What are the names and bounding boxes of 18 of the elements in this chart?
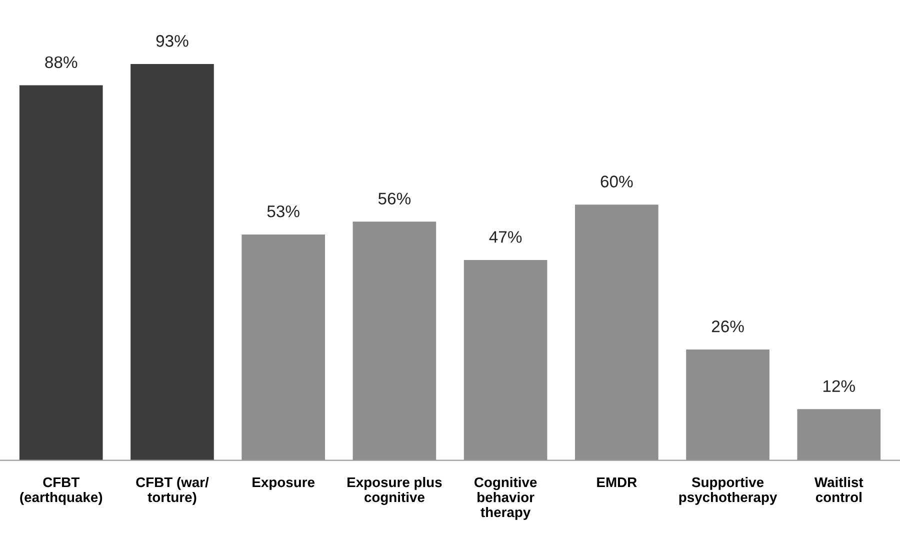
data-label: 93% [156, 35, 188, 47]
bar [130, 64, 214, 460]
data-label: 47% [489, 231, 522, 243]
data-label: 60% [600, 176, 633, 188]
data-label: 26% [712, 320, 744, 332]
x-tick-label: Exposure [252, 477, 315, 490]
x-tick-label: Exposure plus cognitive [348, 476, 442, 505]
x-tick-label: Cognitive behavior therapy [474, 476, 537, 520]
data-label: 56% [378, 192, 411, 204]
data-label: 88% [45, 56, 78, 68]
data-label: 53% [267, 205, 300, 218]
x-tick-label: Supportive psychotherapy [679, 476, 778, 505]
x-tick-label: CFBT (war/ torture) [136, 476, 209, 505]
x-tick-label: Waitlist control [814, 476, 864, 502]
data-label: 12% [823, 380, 855, 392]
x-tick-label: EMDR [597, 477, 637, 488]
bar [19, 85, 103, 460]
x-tick-label: CFBT (earthquake) [20, 477, 102, 505]
